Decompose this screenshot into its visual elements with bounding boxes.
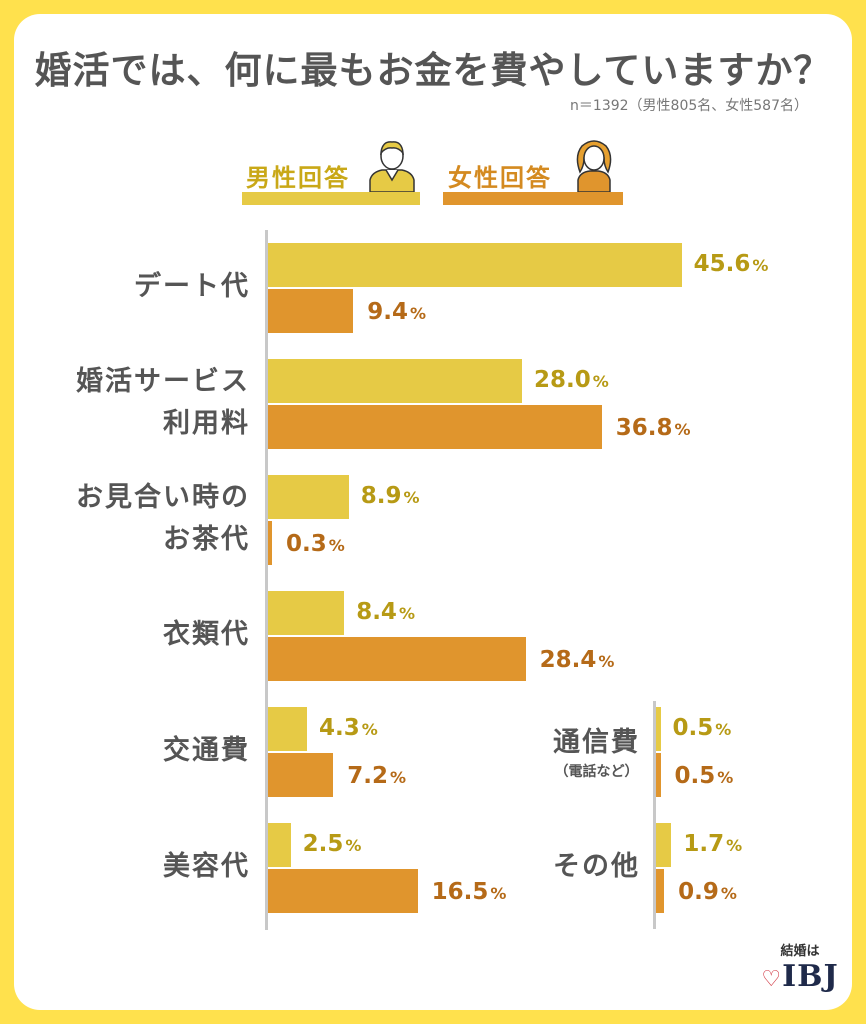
legend-male-label: 男性回答: [246, 164, 350, 192]
category-label: 交通費: [163, 735, 250, 766]
value-label-female: 0.9%: [678, 879, 737, 905]
category-label: お見合い時の お茶代: [76, 482, 250, 555]
value-label-male: 2.5%: [302, 831, 362, 857]
value-label-female: 0.3%: [286, 531, 345, 557]
bar-female: [268, 753, 334, 797]
chart-card: [14, 14, 852, 1010]
bar-male: [268, 707, 307, 751]
bar-male: [268, 591, 345, 635]
value-label-female: 28.4%: [539, 647, 615, 673]
bar-female: [268, 405, 602, 449]
legend-female-swatch: [443, 192, 623, 205]
bar-male: [268, 823, 291, 867]
ibj-logo: 結婚は ♡IBJ: [760, 940, 840, 994]
value-label-male: 8.9%: [360, 483, 420, 509]
legend-female-label: 女性回答: [448, 164, 552, 192]
sample-note: n＝1392（男性805名、女性587名）: [570, 98, 808, 114]
bar-male: [268, 475, 349, 519]
category-label: その他: [553, 851, 640, 882]
category-label: 婚活サービス 利用料: [76, 366, 250, 439]
value-label-female: 7.2%: [347, 763, 407, 789]
bar-female: [268, 637, 526, 681]
value-label-male: 4.3%: [319, 715, 378, 741]
value-label-female: 36.8%: [615, 415, 691, 441]
chart-title: 婚活では、何に最もお金を費やしていますか？: [34, 49, 832, 92]
bar-male: [268, 243, 682, 287]
value-label-female: 16.5%: [431, 879, 507, 905]
value-label-male: 28.0%: [533, 367, 609, 393]
value-label-female: 0.5%: [674, 763, 734, 789]
axis-line: [265, 230, 268, 930]
value-label-female: 9.4%: [367, 299, 427, 325]
bar-male: [656, 823, 672, 867]
category-label: デート代: [134, 271, 250, 302]
bar-female: [656, 753, 661, 797]
bar-female: [268, 869, 418, 913]
axis-line: [653, 701, 656, 929]
value-label-male: 8.4%: [356, 599, 415, 625]
bar-male: [656, 707, 661, 751]
bar-female: [656, 869, 665, 913]
value-label-male: 1.7%: [683, 831, 743, 857]
bar-female: [268, 521, 272, 565]
heart-icon: ♡: [761, 966, 783, 992]
logo-main: ♡IBJ: [760, 959, 840, 994]
value-label-male: 0.5%: [672, 715, 732, 741]
female-person-icon: [576, 140, 612, 192]
bar-male: [268, 359, 522, 403]
logo-main-text: IBJ: [782, 959, 839, 994]
bar-female: [268, 289, 354, 333]
category-label: 美容代: [163, 851, 250, 882]
category-label: 衣類代: [163, 619, 250, 650]
logo-top-text: 結婚は: [780, 944, 820, 959]
category-label: 通信費 （電話など）: [553, 727, 640, 780]
value-label-male: 45.6%: [693, 251, 769, 277]
legend-male-swatch: [242, 192, 420, 205]
male-person-icon: [369, 141, 415, 192]
